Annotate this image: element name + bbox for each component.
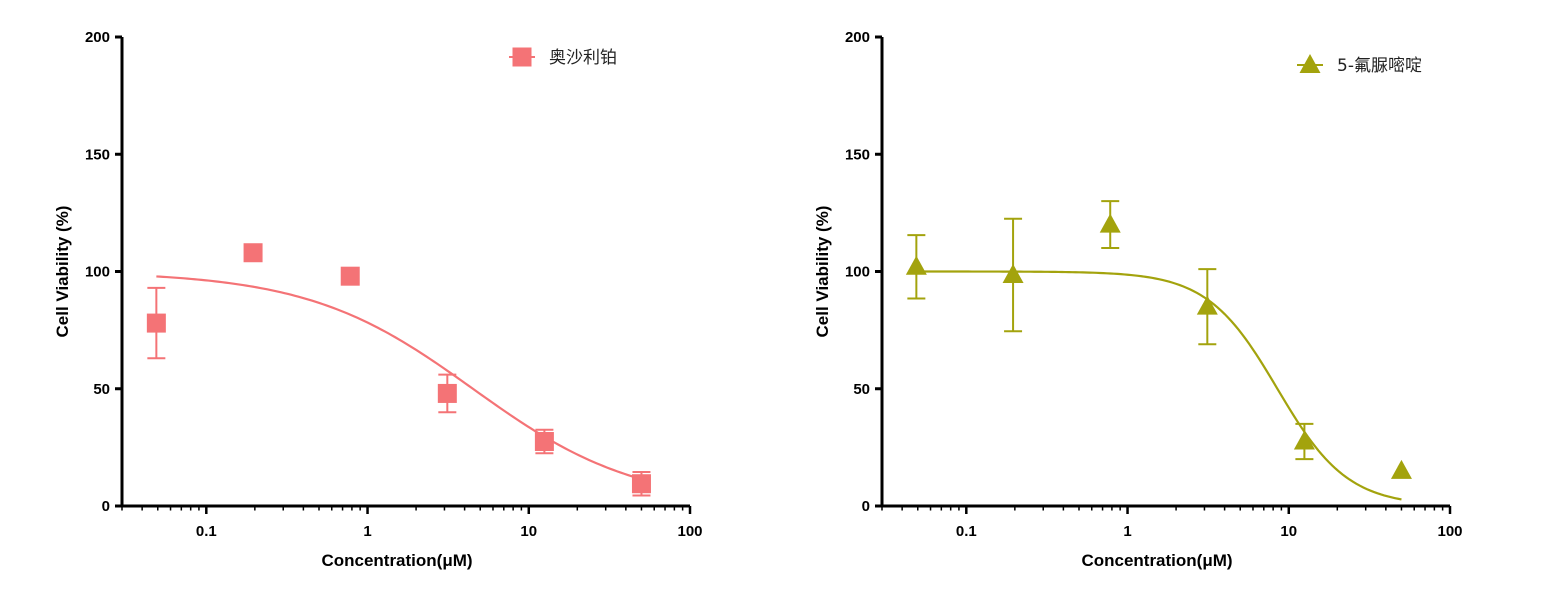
legend-marker [1299, 54, 1321, 73]
legend-marker [512, 47, 532, 67]
y-tick-label: 0 [102, 498, 110, 515]
y-axis-title: Cell Viability (%) [813, 206, 832, 338]
y-axis-title: Cell Viability (%) [53, 206, 72, 338]
chart-panel-1: 0 50 100 150 200 0.1 1 10 100 Concentration(μM) Ce… [53, 29, 703, 570]
legend-label: 5-氟脲嘧啶 [1337, 56, 1422, 76]
x-axis-title: Concentration(μM) [1081, 551, 1232, 570]
chart-panel-2: 0 50 100 150 200 0.1 1 10 100 Concentration(μM) Ce… [813, 29, 1463, 570]
fit-curve [916, 270, 1402, 501]
data-point [534, 432, 554, 452]
x-tick-label: 0.1 [956, 523, 977, 540]
x-tick-label: 10 [520, 523, 537, 540]
x-tick-label: 100 [1437, 523, 1462, 540]
data-point [1293, 430, 1315, 450]
x-tick-label: 10 [1280, 523, 1297, 540]
data-point [340, 266, 360, 286]
y-tick-label: 50 [93, 381, 110, 398]
data-point [146, 313, 166, 333]
data-point [631, 474, 651, 494]
x-tick-label: 100 [677, 523, 702, 540]
x-axis-title: Concentration(μM) [321, 551, 472, 570]
data-point [1390, 459, 1412, 479]
y-tick-label: 200 [85, 29, 110, 46]
y-tick-label: 100 [845, 264, 870, 281]
y-tick-label: 100 [85, 264, 110, 281]
data-point [243, 243, 263, 263]
y-tick-label: 0 [862, 498, 870, 515]
y-tick-label: 200 [845, 29, 870, 46]
legend-label: 奥沙利铂 [549, 48, 617, 68]
y-tick-label: 50 [853, 381, 870, 398]
data-point [905, 255, 927, 275]
x-tick-label: 0.1 [196, 523, 217, 540]
y-tick-label: 150 [845, 146, 870, 163]
x-tick-label: 1 [363, 523, 371, 540]
data-point [1002, 264, 1024, 284]
x-tick-label: 1 [1123, 523, 1131, 540]
y-tick-label: 150 [85, 146, 110, 163]
fit-curve [156, 275, 642, 481]
data-point [1099, 213, 1121, 233]
data-point [437, 383, 457, 403]
data-point [1196, 295, 1218, 315]
